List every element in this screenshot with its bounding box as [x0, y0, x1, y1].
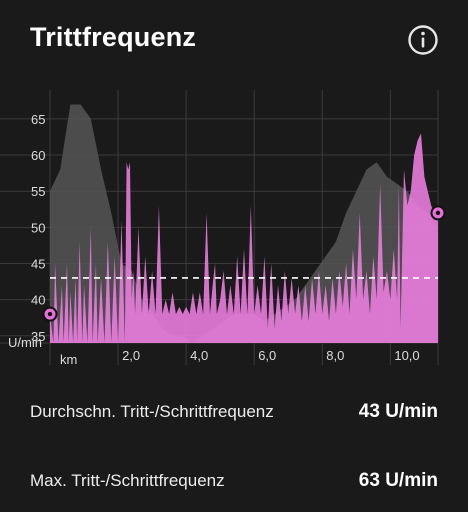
x-tick-label: 2,0 [122, 348, 140, 363]
avg-cadence-label: Durchschn. Tritt-/Schrittfrequenz [30, 402, 274, 421]
y-tick-label: 45 [31, 256, 45, 271]
avg-cadence-value: 43 U/min [358, 401, 438, 422]
stat-average-cadence: Durchschn. Tritt-/Schrittfrequenz 43 U/m… [30, 397, 438, 427]
info-circle-icon[interactable] [407, 24, 439, 56]
y-axis-label: U/min [8, 335, 42, 350]
x-tick-label: 4,0 [190, 348, 208, 363]
max-cadence-value: 63 U/min [358, 470, 438, 491]
end-marker-dot [435, 210, 441, 216]
x-tick-label: 6,0 [258, 348, 276, 363]
header: Trittfrequenz [0, 0, 468, 80]
y-tick-label: 60 [31, 148, 45, 163]
y-tick-label: 55 [31, 184, 45, 199]
stat-max-cadence: Max. Tritt-/Schrittfrequenz 63 U/min [30, 466, 438, 496]
max-cadence-label: Max. Tritt-/Schrittfrequenz [30, 471, 225, 490]
y-tick-label: 35 [31, 329, 45, 344]
x-axis-label: km [60, 352, 77, 367]
page-title: Trittfrequenz [30, 22, 197, 52]
x-tick-label: 8,0 [326, 348, 344, 363]
y-tick-label: 50 [31, 220, 45, 235]
elevation-area [50, 104, 438, 343]
cadence-chart: 35 40 45 50 55 60 65 U/min 2,0 4,0 6,0 8,0 10,0 km [0, 90, 446, 367]
x-tick-label: 10,0 [394, 348, 419, 363]
start-marker-dot [47, 311, 53, 317]
y-tick-label: 65 [31, 112, 45, 127]
cadence-area [50, 133, 438, 343]
y-tick-label: 40 [31, 293, 45, 308]
